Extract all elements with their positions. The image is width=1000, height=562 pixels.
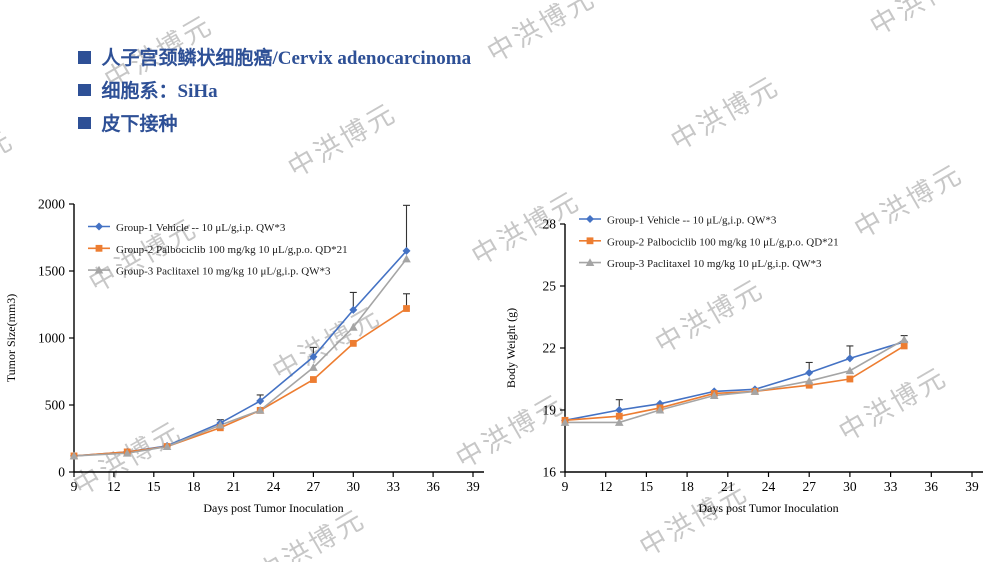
svg-text:Group-1 Vehicle -- 10 μL/g,i.p: Group-1 Vehicle -- 10 μL/g,i.p. QW*3 (607, 215, 777, 227)
svg-text:21: 21 (227, 479, 241, 494)
svg-text:18: 18 (680, 479, 694, 494)
svg-text:39: 39 (965, 479, 979, 494)
svg-text:1500: 1500 (38, 264, 65, 279)
svg-text:36: 36 (925, 479, 939, 494)
svg-text:Group-2 Palbociclib 100 mg/kg: Group-2 Palbociclib 100 mg/kg 10 μL/g,p.… (607, 236, 839, 248)
svg-text:25: 25 (543, 279, 557, 294)
svg-text:Days post Tumor Inoculation: Days post Tumor Inoculation (203, 501, 343, 515)
svg-text:28: 28 (543, 217, 557, 232)
svg-text:16: 16 (543, 465, 557, 480)
svg-text:30: 30 (843, 479, 857, 494)
svg-text:12: 12 (107, 479, 121, 494)
svg-text:33: 33 (884, 479, 898, 494)
svg-text:33: 33 (386, 479, 400, 494)
svg-text:39: 39 (466, 479, 480, 494)
svg-text:18: 18 (187, 479, 201, 494)
svg-text:1000: 1000 (38, 331, 65, 346)
svg-text:24: 24 (267, 479, 281, 494)
svg-text:Group-2 Palbociclib 100 mg/kg: Group-2 Palbociclib 100 mg/kg 10 μL/g,p.… (116, 244, 348, 256)
svg-text:12: 12 (599, 479, 613, 494)
svg-text:9: 9 (71, 479, 78, 494)
svg-text:Days post Tumor Inoculation: Days post Tumor Inoculation (698, 501, 838, 515)
svg-text:Group-1 Vehicle -- 10 μL/g,i.p: Group-1 Vehicle -- 10 μL/g,i.p. QW*3 (116, 222, 286, 234)
svg-text:Group-3 Paclitaxel 10 mg/kg 10: Group-3 Paclitaxel 10 mg/kg 10 μL/g,i.p.… (607, 258, 822, 270)
svg-text:30: 30 (347, 479, 361, 494)
svg-text:0: 0 (58, 465, 65, 480)
svg-text:19: 19 (543, 403, 557, 418)
svg-text:27: 27 (802, 479, 816, 494)
svg-text:24: 24 (762, 479, 776, 494)
svg-text:27: 27 (307, 479, 321, 494)
svg-text:9: 9 (562, 479, 569, 494)
svg-text:Body Weight (g): Body Weight (g) (504, 308, 518, 388)
svg-text:36: 36 (426, 479, 440, 494)
svg-text:Group-3 Paclitaxel 10 mg/kg 10: Group-3 Paclitaxel 10 mg/kg 10 μL/g,i.p.… (116, 266, 331, 278)
svg-text:21: 21 (721, 479, 735, 494)
svg-text:15: 15 (640, 479, 654, 494)
svg-text:500: 500 (45, 398, 66, 413)
svg-text:15: 15 (147, 479, 161, 494)
svg-text:2000: 2000 (38, 197, 65, 212)
svg-text:Tumor Size(mm3): Tumor Size(mm3) (4, 294, 18, 383)
svg-text:22: 22 (543, 341, 557, 356)
